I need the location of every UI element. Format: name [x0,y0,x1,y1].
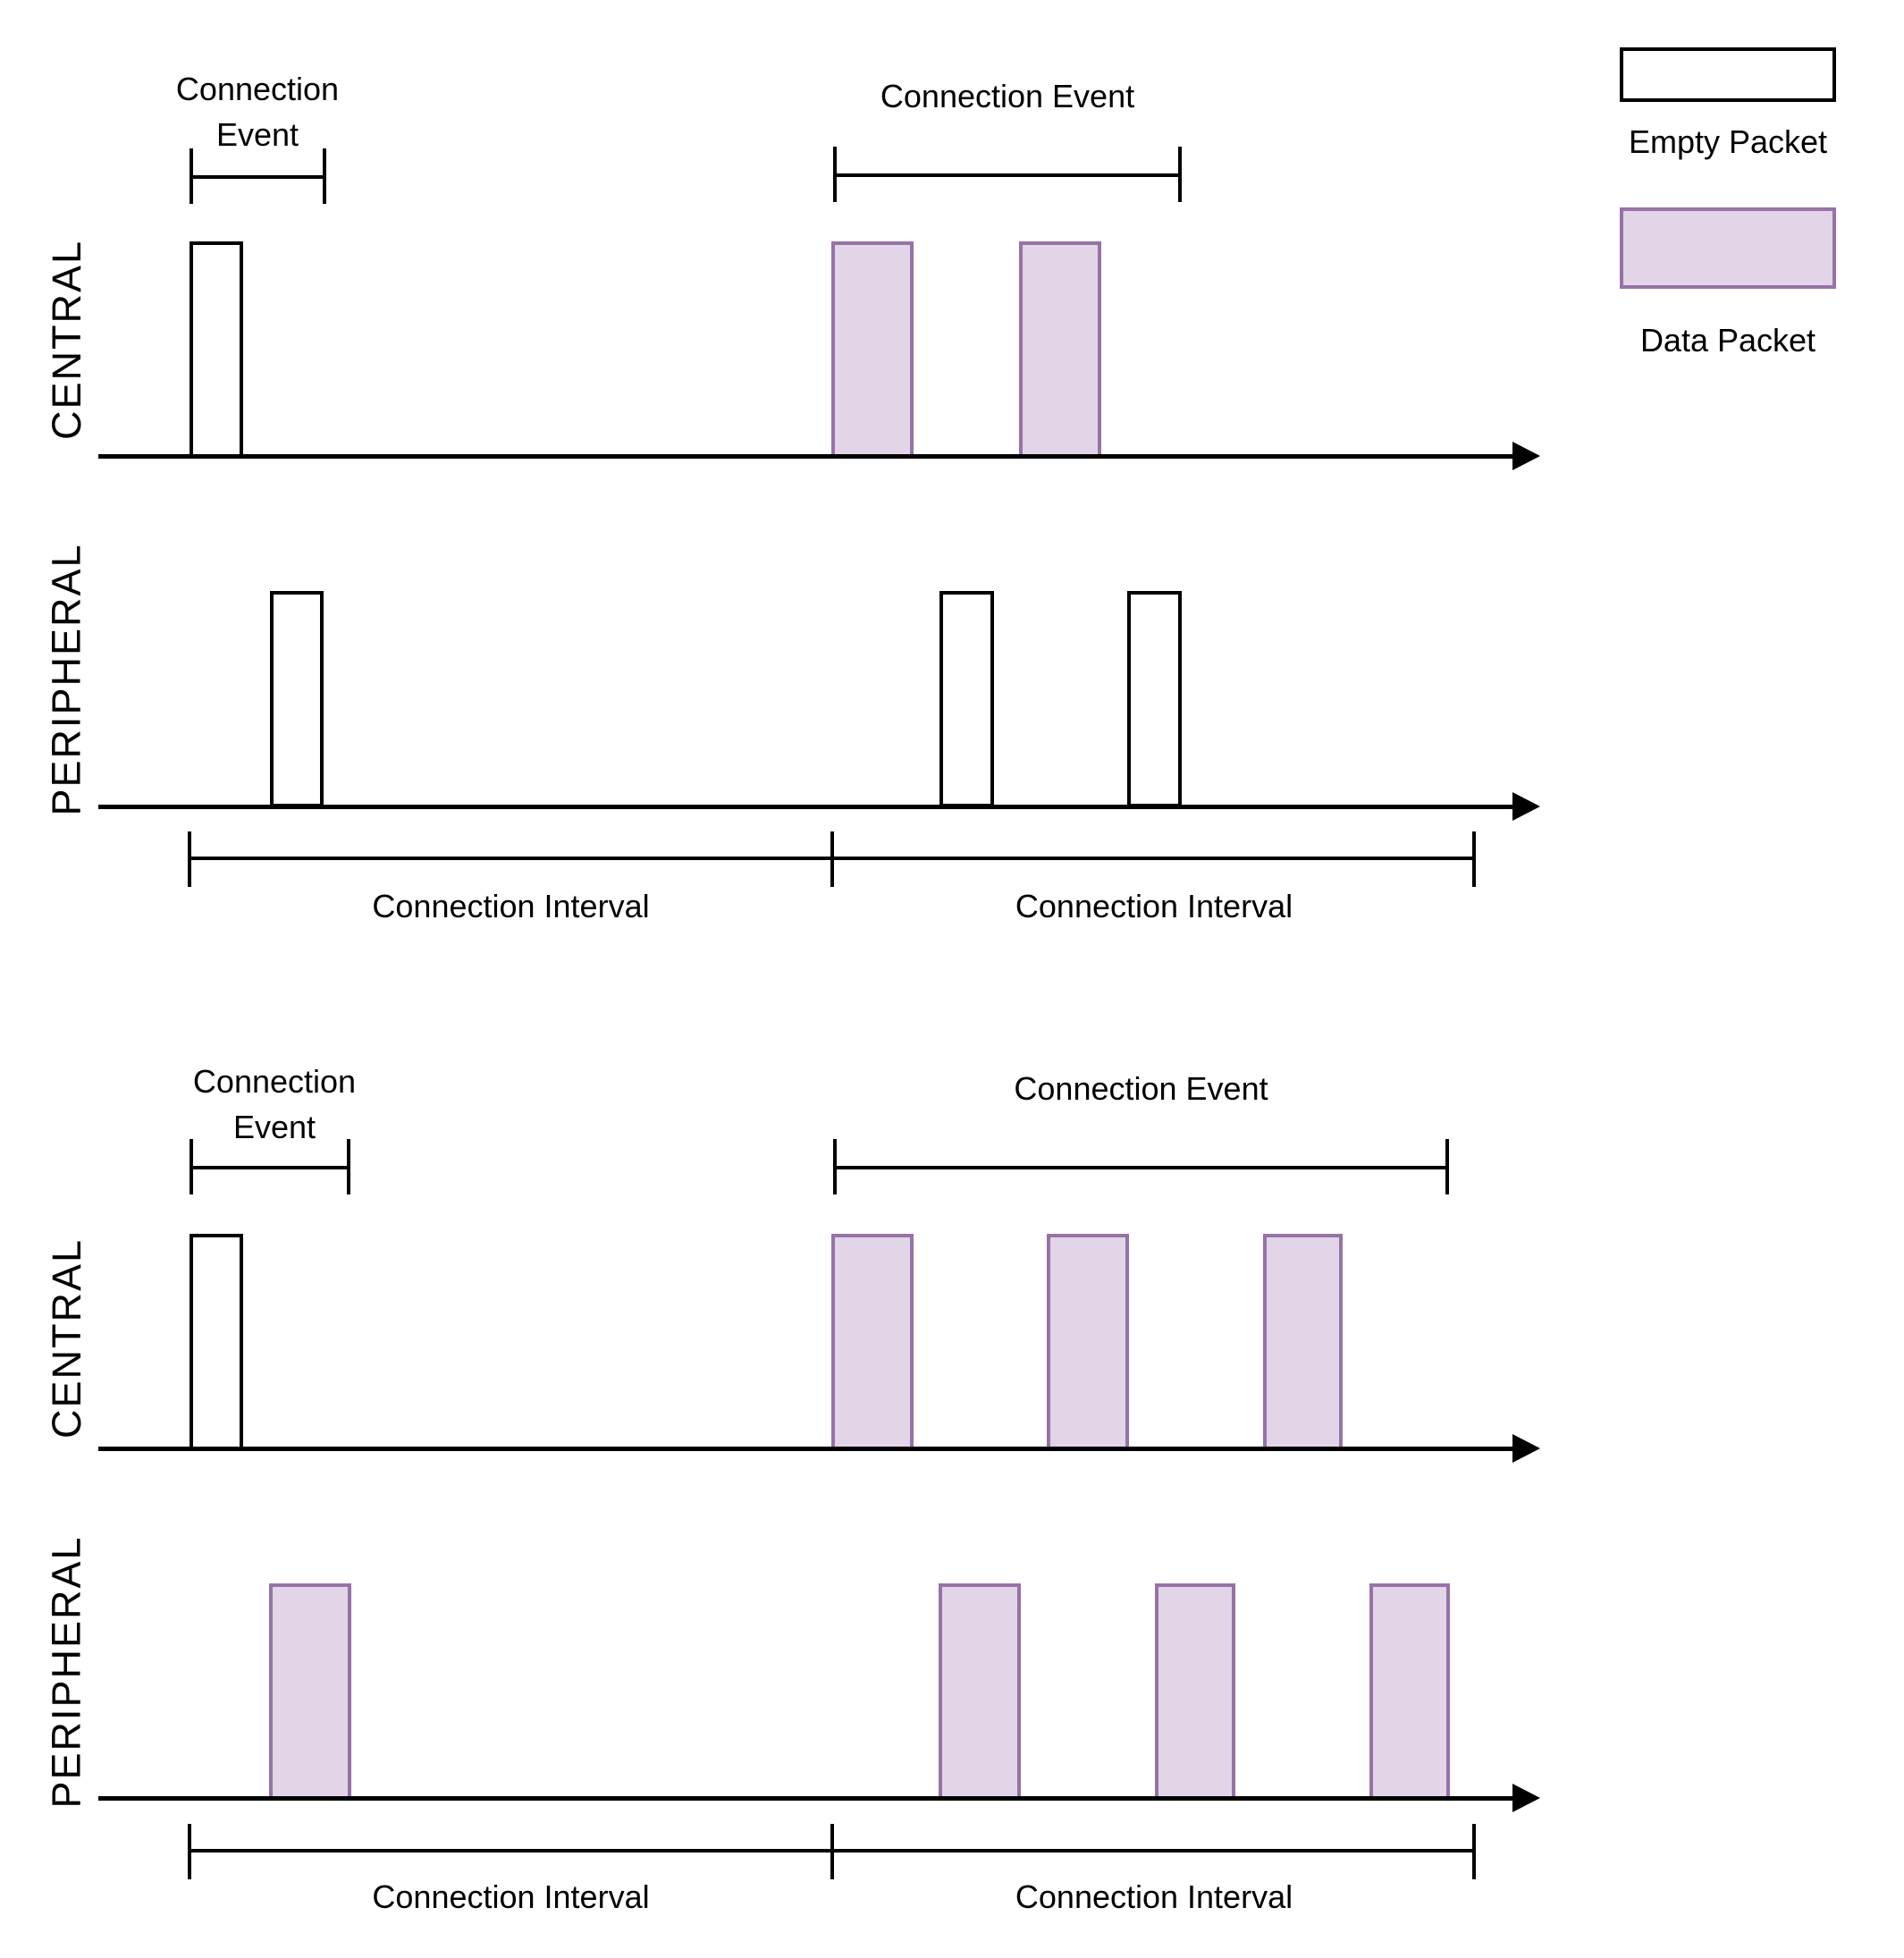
peripheral-timeline-axis [98,1796,1518,1801]
legend-empty-packet-swatch [1620,47,1836,102]
empty-packet [190,241,243,458]
connection-interval-label: Connection Interval [372,1878,650,1915]
bracket-tick [190,148,193,204]
connection-interval-label: Connection Interval [1015,1878,1293,1915]
data-packet [831,1234,914,1450]
bracket-tick [1178,147,1182,202]
data-packet [269,1583,351,1800]
timeline-arrow-icon [1512,1434,1540,1463]
ruler-tick [188,831,191,887]
legend-data-packet-label: Data Packet [1639,322,1816,359]
central-packet-row [0,1234,1904,1450]
data-packet [1369,1583,1450,1800]
data-packet [1155,1583,1235,1800]
connection-event-label: Connection Event [1014,1070,1268,1107]
empty-packet [939,591,994,807]
empty-packet [270,591,324,807]
central-timeline-axis [98,1447,1518,1451]
connection-event-bracket [833,1166,1449,1169]
ruler-tick [830,1824,834,1879]
bracket-tick [190,1139,193,1194]
central-timeline-axis [98,454,1518,459]
ruler-tick [188,1824,191,1879]
bracket-tick [833,1139,837,1194]
connection-event-label: Connection Event [880,78,1135,114]
peripheral-packet-row [0,591,1904,807]
data-packet [1263,1234,1343,1450]
connection-event-bracket [190,175,326,179]
connection-event-bracket [190,1166,350,1169]
bracket-tick [833,147,837,202]
connection-interval-label: Connection Interval [372,888,650,924]
data-packet [1019,241,1101,458]
connection-event-label: Connection Event [192,1063,357,1146]
bracket-tick [347,1139,350,1194]
bracket-tick [1445,1139,1449,1194]
data-packet [939,1583,1021,1800]
connection-event-bracket [833,173,1182,177]
empty-packet [1127,591,1182,807]
timeline-arrow-icon [1512,442,1540,470]
connection-event-label: Connection Event [175,71,340,154]
legend-empty-packet-label: Empty Packet [1628,123,1828,160]
ruler-tick [1472,1824,1476,1879]
connection-interval-label: Connection Interval [1015,888,1293,924]
ruler-tick [1472,831,1476,887]
ruler-tick [830,831,834,887]
legend-data-packet-swatch [1620,207,1836,289]
data-packet [1047,1234,1129,1450]
timeline-arrow-icon [1512,792,1540,821]
bracket-tick [323,148,326,204]
empty-packet [190,1234,243,1450]
data-packet [831,241,914,458]
peripheral-packet-row [0,1583,1904,1800]
timeline-arrow-icon [1512,1784,1540,1812]
peripheral-timeline-axis [98,805,1518,809]
